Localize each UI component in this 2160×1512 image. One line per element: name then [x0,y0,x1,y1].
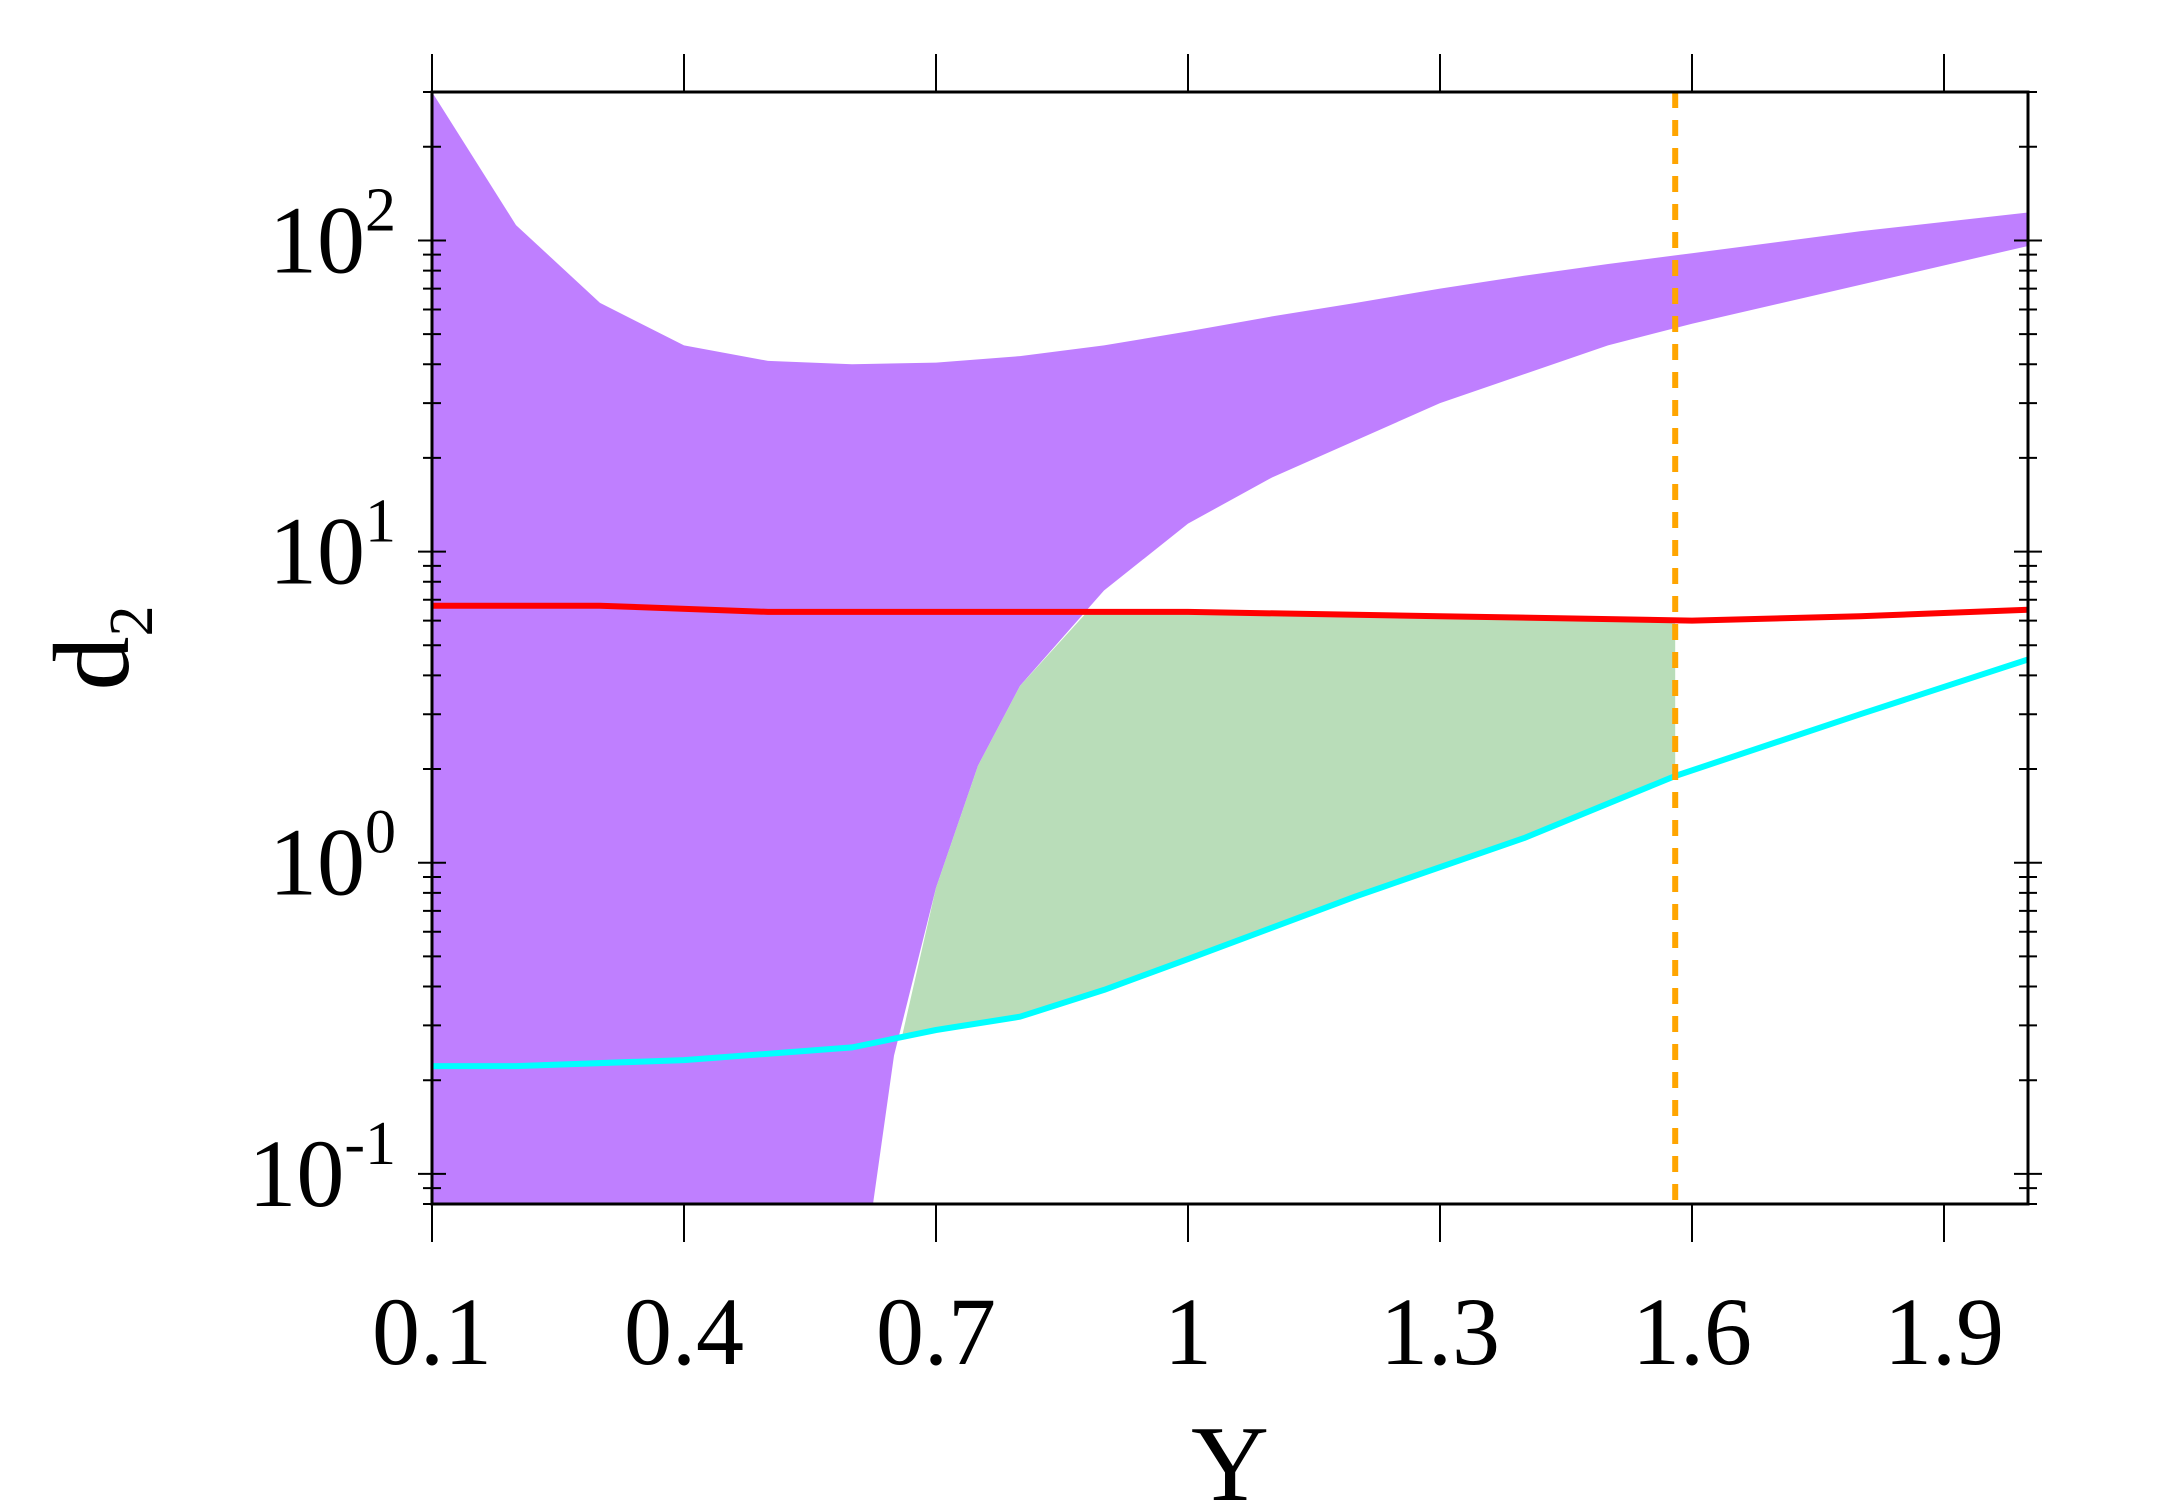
y-tick-label: 102 [269,176,396,293]
x-tick-label: 1.9 [1884,1278,2004,1385]
green-region [902,611,1676,1035]
y-tick-label: 101 [269,488,396,605]
red-series-line [432,602,2028,624]
y-tick-label: 10-1 [248,1110,396,1227]
x-tick-label: 1.3 [1380,1278,1500,1385]
x-tick-label: 0.7 [876,1278,996,1385]
series-lines [432,92,2028,1204]
x-tick-label: 0.4 [624,1278,744,1385]
x-tick-label: 1.6 [1632,1278,1752,1385]
purple-region [432,92,2028,1204]
x-axis-title: Y [1191,1405,1269,1512]
y-tick-label: 100 [269,799,396,916]
shaded-regions [432,92,2028,1204]
x-tick-label: 1 [1164,1278,1212,1385]
y-axis-title: d2 [33,606,166,691]
plot-frame [430,90,2030,1206]
tick-labels: 0.1 0.4 0.7 1 1.3 1.6 1.9 10-1 100 101 102 [248,176,2004,1385]
x-tick-label: 0.1 [372,1278,492,1385]
